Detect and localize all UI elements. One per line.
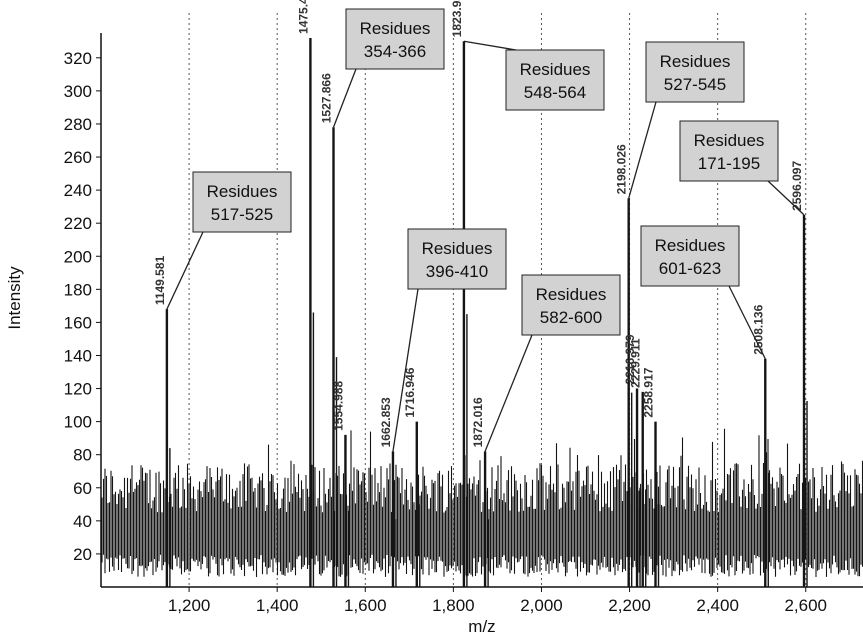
peak-label: 1554.988 (331, 380, 345, 430)
peak-label: 1872.016 (471, 397, 485, 447)
x-axis-title: m/z (468, 617, 495, 636)
annotation-box (407, 228, 507, 290)
annotation-title: Residues (422, 239, 493, 258)
annotation-residue-range: 396-410 (426, 262, 488, 281)
annotation-box (521, 274, 621, 336)
y-tick-label: 80 (73, 446, 92, 465)
peak-label: 1716.946 (403, 367, 417, 417)
annotation-residue-range: 354-366 (364, 42, 426, 61)
x-tick-label: 2,000 (520, 596, 563, 615)
annotation-connector (728, 285, 766, 360)
annotation-title: Residues (207, 182, 278, 201)
annotation-residue-range: 517-525 (211, 205, 273, 224)
peak-label: 1823.939 (450, 0, 464, 37)
x-tick-label: 1,600 (344, 596, 387, 615)
annotation-residue-range: 548-564 (524, 83, 586, 102)
annotation-connector (628, 101, 657, 199)
annotation-connector (484, 334, 533, 452)
peak-label: 1662.853 (379, 397, 393, 447)
y-axis-title: Intensity (5, 266, 24, 330)
y-tick-label: 240 (64, 181, 92, 200)
annotation-box (345, 8, 445, 70)
y-tick-label: 120 (64, 380, 92, 399)
annotation-residue-range: 601-623 (659, 259, 721, 278)
annotation-title: Residues (360, 19, 431, 38)
annotation-title: Residues (660, 52, 731, 71)
y-tick-label: 320 (64, 49, 92, 68)
peak-label: 1527.866 (320, 73, 334, 123)
annotation-box (640, 225, 740, 287)
peak-label: 1149.581 (153, 255, 167, 305)
annotation-title: Residues (655, 236, 726, 255)
peak-label: 2198.026 (615, 144, 629, 194)
annotation-connector (392, 288, 419, 452)
residue-annotations: Residues 517-525 Residues 354-366 Residues 54… (166, 8, 805, 452)
y-tick-label: 160 (64, 313, 92, 332)
y-tick-label: 260 (64, 148, 92, 167)
x-tick-label: 1,200 (168, 596, 211, 615)
y-tick-label: 280 (64, 115, 92, 134)
annotation-residue-range: 582-600 (540, 308, 602, 327)
annotation-title: Residues (536, 285, 607, 304)
spectrum-trace (101, 37, 863, 587)
peak-label: 2596.097 (790, 161, 804, 211)
annotation-connector (767, 180, 805, 216)
y-tick-label: 100 (64, 413, 92, 432)
peak-label: 2258.917 (642, 367, 656, 417)
peak-label: 1475.426 (296, 0, 310, 34)
x-tick-label: 1,400 (256, 596, 299, 615)
annotation-box (645, 41, 745, 103)
peak-label: 2508.136 (751, 304, 765, 354)
annotation-title: Residues (694, 131, 765, 150)
y-tick-label: 300 (64, 82, 92, 101)
x-tick-label: 2,600 (784, 596, 827, 615)
annotation-box (192, 171, 292, 233)
annotation-connector (166, 231, 204, 310)
y-tick-label: 140 (64, 346, 92, 365)
y-tick-label: 180 (64, 280, 92, 299)
y-tick-label: 200 (64, 247, 92, 266)
x-tick-label: 2,200 (608, 596, 651, 615)
tick-labels: 20 40 60 80 100 120 140 160 180 200 220 240 260 280 30… (64, 49, 827, 615)
y-tick-label: 220 (64, 214, 92, 233)
y-tick-label: 60 (73, 479, 92, 498)
peak-label: 2229.911 (629, 338, 643, 388)
annotation-title: Residues (520, 60, 591, 79)
annotation-connector (332, 68, 357, 128)
peak-label: 2216.979 (623, 334, 637, 384)
annotation-box (505, 49, 605, 111)
annotation-residue-range: 171-195 (698, 154, 760, 173)
axes (96, 33, 863, 592)
x-tick-label: 2,400 (696, 596, 739, 615)
annotation-connector (463, 40, 517, 51)
y-tick-label: 40 (73, 512, 92, 531)
y-tick-label: 20 (73, 545, 92, 564)
annotation-residue-range: 527-545 (664, 75, 726, 94)
x-tick-label: 1,800 (432, 596, 475, 615)
annotation-box (679, 120, 779, 182)
noise-band (101, 428, 863, 578)
peak-labels: 1149.581 1475.426 1527.866 1554.988 1662.853… (153, 0, 804, 447)
